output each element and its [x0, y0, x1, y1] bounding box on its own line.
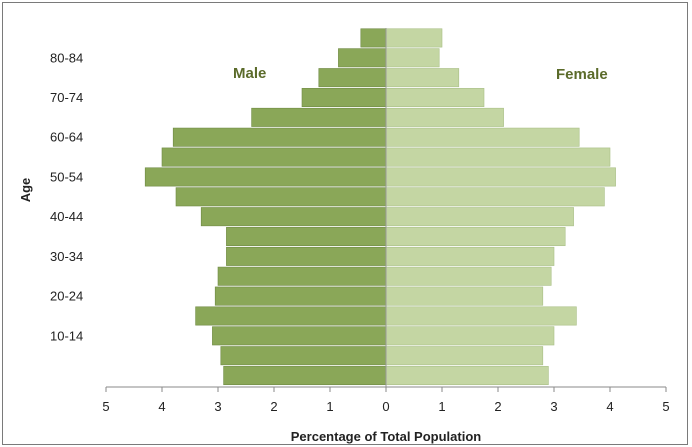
y-tick-label: 50-54: [50, 169, 83, 184]
x-tick-label: 4: [158, 399, 165, 414]
male-bar-35-39: [226, 227, 387, 247]
x-tick-label: 0: [382, 399, 389, 414]
male-bar-85+: [360, 28, 387, 48]
female-bar-85+: [385, 28, 443, 48]
x-tick-label: 5: [102, 399, 109, 414]
male-bar-20-24: [214, 286, 387, 306]
x-tick-label: 2: [494, 399, 501, 414]
y-axis-title: Age: [18, 178, 33, 203]
female-bar-35-39: [385, 227, 566, 247]
x-tick-label: 1: [326, 399, 333, 414]
bars-layer: [144, 28, 616, 386]
male-bar-15-19: [195, 306, 387, 326]
male-bar-40-44: [200, 207, 387, 227]
female-bar-15-19: [385, 306, 577, 326]
female-bar-75-79: [385, 68, 460, 88]
male-bar-55-59: [161, 147, 387, 167]
male-label: Male: [233, 65, 266, 82]
x-tick-label: 2: [270, 399, 277, 414]
x-axis-title: Percentage of Total Population: [291, 429, 482, 444]
female-bar-40-44: [385, 207, 574, 227]
male-bar-80-84: [338, 48, 387, 68]
female-bar-25-29: [385, 266, 552, 286]
female-bar-5-9: [385, 346, 544, 366]
y-tick-label: 20-24: [50, 289, 83, 304]
x-tick-label: 3: [550, 399, 557, 414]
y-tick-label: 60-64: [50, 130, 83, 145]
female-bar-80-84: [385, 48, 440, 68]
y-tick-label: 30-34: [50, 249, 83, 264]
y-tick-label: 10-14: [50, 328, 83, 343]
female-bar-10-14: [385, 326, 555, 346]
y-tick-label: 80-84: [50, 50, 83, 65]
male-bar-25-29: [217, 266, 387, 286]
female-bar-20-24: [385, 286, 544, 306]
female-label: Female: [556, 66, 608, 83]
female-bar-55-59: [385, 147, 611, 167]
male-bar-75-79: [318, 68, 387, 88]
y-tick-label: 40-44: [50, 209, 83, 224]
male-bar-65-69: [251, 107, 387, 127]
female-bar-65-69: [385, 107, 504, 127]
male-bar-45-49: [175, 187, 387, 207]
female-bar-30-34: [385, 246, 555, 266]
male-bar-5-9: [220, 346, 387, 366]
female-bar-0-4: [385, 366, 549, 386]
female-bar-60-64: [385, 127, 580, 147]
male-bar-0-4: [223, 366, 387, 386]
y-tick-label: 70-74: [50, 90, 83, 105]
x-tick-label: 3: [214, 399, 221, 414]
male-bar-50-54: [144, 167, 387, 187]
x-tick-label: 5: [662, 399, 669, 414]
female-bar-70-74: [385, 88, 485, 107]
female-bar-50-54: [385, 167, 616, 187]
x-tick-label: 1: [438, 399, 445, 414]
male-bar-70-74: [301, 88, 387, 107]
female-bar-45-49: [385, 187, 605, 207]
male-bar-30-34: [226, 246, 387, 266]
male-bar-60-64: [172, 127, 387, 147]
axis-layer: 5 4 3 2 1 0 1 2 3 4 5 10-14 20-24 30-34 40-44 50-54 60-6…: [50, 28, 670, 414]
x-tick-label: 4: [606, 399, 613, 414]
male-bar-10-14: [212, 326, 387, 346]
